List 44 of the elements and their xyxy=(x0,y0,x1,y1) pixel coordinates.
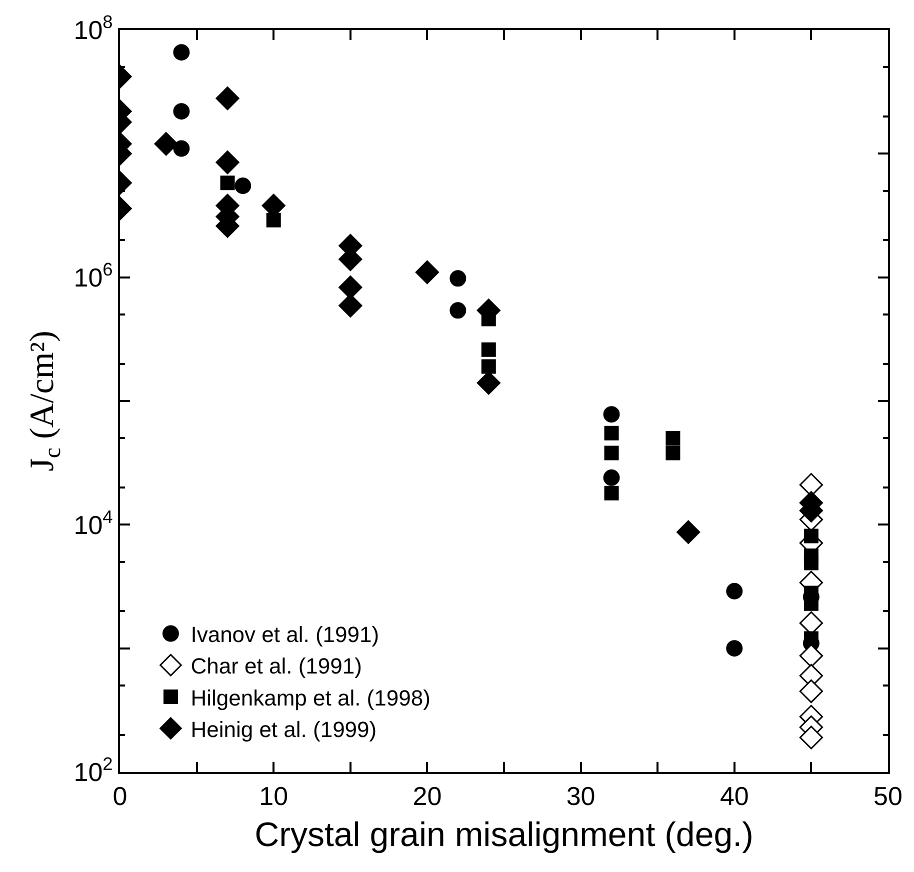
point xyxy=(804,631,818,646)
point xyxy=(481,342,496,357)
point xyxy=(216,86,240,110)
point xyxy=(604,486,619,500)
point xyxy=(604,446,619,460)
x-tick-label: 30 xyxy=(566,781,596,812)
point xyxy=(481,359,496,374)
point xyxy=(220,176,235,190)
point xyxy=(234,178,252,194)
x-tick-label: 50 xyxy=(874,781,902,812)
point xyxy=(173,140,190,157)
x-axis-title: Crystal grain misalignment (deg.) xyxy=(254,816,754,854)
point xyxy=(604,426,619,440)
point xyxy=(666,430,680,446)
x-tick-label: 40 xyxy=(720,781,749,812)
y-tick-label: 10$^{2}$ xyxy=(74,754,113,788)
point xyxy=(804,556,818,570)
point xyxy=(799,644,823,668)
point xyxy=(603,406,620,423)
y-tick-label: 10$^{6}$ xyxy=(74,260,113,292)
legend-label: Heinig et al. (1999) xyxy=(190,716,377,742)
point xyxy=(666,446,680,460)
point xyxy=(726,582,743,600)
point xyxy=(450,270,466,287)
point xyxy=(173,103,190,120)
point xyxy=(415,260,439,284)
x-tick-label: 0 xyxy=(112,781,128,812)
point xyxy=(216,150,240,174)
y-tick-label: 10$^{8}$ xyxy=(74,12,113,46)
x-tick-label: 20 xyxy=(412,781,442,812)
point xyxy=(603,469,620,486)
legend-label: Ivanov et al. (1991) xyxy=(190,622,380,648)
y-tick-label: 10$^{4}$ xyxy=(74,506,113,540)
point xyxy=(726,640,743,657)
point xyxy=(804,528,818,544)
point xyxy=(154,132,178,156)
point xyxy=(450,302,466,319)
legend-label: Hilgenkamp et al. (1998) xyxy=(190,685,430,710)
point xyxy=(173,44,190,61)
point xyxy=(676,520,700,544)
point xyxy=(799,679,823,704)
legend-label: Char et al. (1991) xyxy=(190,654,362,679)
point xyxy=(799,726,823,750)
x-tick-label: 10 xyxy=(259,781,288,812)
